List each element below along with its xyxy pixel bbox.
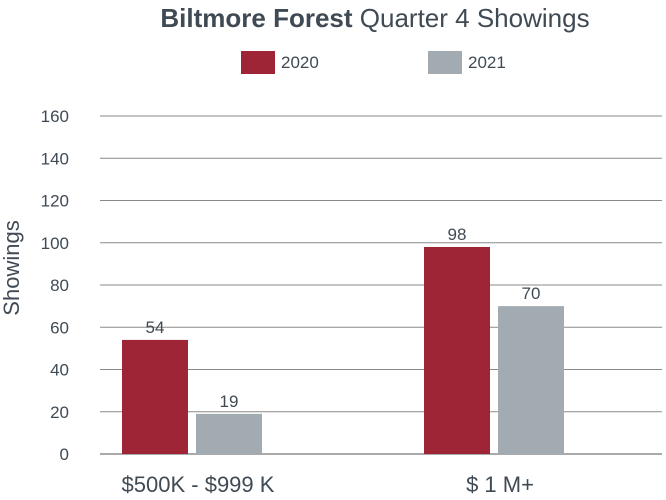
legend-label-2021: 2021 [468, 53, 506, 72]
y-axis-ticks: 0 20 40 60 80 100 120 140 160 [41, 107, 69, 464]
data-label: 19 [220, 392, 239, 411]
y-tick-label: 80 [50, 276, 69, 295]
y-tick-label: 0 [60, 445, 69, 464]
legend-swatch-2021 [428, 51, 462, 74]
chart-title-bold: Biltmore Forest [160, 3, 352, 33]
legend: 2020 2021 [241, 51, 506, 74]
chart-title: Biltmore Forest Quarter 4 Showings [160, 3, 589, 33]
data-label: 70 [522, 284, 541, 303]
y-axis-label: Showings [0, 220, 24, 315]
bar-2020-1 [424, 246, 490, 454]
bar-2021-1 [498, 306, 564, 454]
y-tick-label: 40 [50, 361, 69, 380]
y-tick-label: 140 [41, 149, 69, 168]
gridlines [100, 115, 662, 455]
bar-2021-0 [196, 413, 262, 454]
y-tick-label: 120 [41, 192, 69, 211]
data-label: 98 [448, 225, 467, 244]
x-category-label: $500K - $999 K [122, 472, 275, 497]
legend-label-2020: 2020 [281, 53, 319, 72]
chart-title-rest: Quarter 4 Showings [353, 3, 590, 33]
bar-2020-0 [122, 339, 188, 454]
x-axis-categories: $500K - $999 K $ 1 M+ [122, 472, 534, 497]
y-tick-label: 20 [50, 403, 69, 422]
y-tick-label: 160 [41, 107, 69, 126]
y-tick-label: 100 [41, 234, 69, 253]
legend-swatch-2020 [241, 51, 275, 74]
data-label: 54 [146, 318, 165, 337]
y-tick-label: 60 [50, 318, 69, 337]
x-category-label: $ 1 M+ [466, 472, 534, 497]
bars: 54 19 98 70 [122, 225, 564, 454]
